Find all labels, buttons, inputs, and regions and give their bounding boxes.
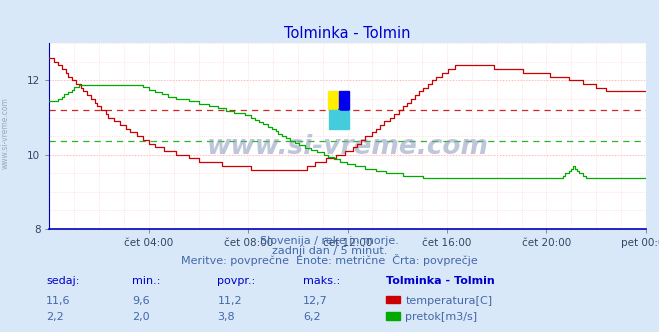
Text: Slovenija / reke in morje.: Slovenija / reke in morje. [260,236,399,246]
Bar [339,92,349,110]
Polygon shape [329,110,339,129]
Text: 2,2: 2,2 [46,312,64,322]
Text: 11,6: 11,6 [46,296,71,306]
Text: 3,8: 3,8 [217,312,235,322]
Text: sedaj:: sedaj: [46,276,80,286]
Text: 2,0: 2,0 [132,312,150,322]
Bar [339,110,349,129]
Bar [329,92,339,110]
Text: temperatura[C]: temperatura[C] [405,296,492,306]
Text: pretok[m3/s]: pretok[m3/s] [405,312,477,322]
Text: maks.:: maks.: [303,276,341,286]
Bar [329,110,339,129]
Polygon shape [329,92,339,110]
Text: www.si-vreme.com: www.si-vreme.com [207,134,488,160]
Text: 12,7: 12,7 [303,296,328,306]
Text: 9,6: 9,6 [132,296,150,306]
Text: www.si-vreme.com: www.si-vreme.com [1,97,10,169]
Text: min.:: min.: [132,276,160,286]
Text: 6,2: 6,2 [303,312,321,322]
Text: Meritve: povprečne  Enote: metrične  Črta: povprečje: Meritve: povprečne Enote: metrične Črta:… [181,254,478,266]
Polygon shape [339,92,349,110]
Text: 11,2: 11,2 [217,296,242,306]
Title: Tolminka - Tolmin: Tolminka - Tolmin [285,26,411,41]
Text: povpr.:: povpr.: [217,276,256,286]
Text: Tolminka - Tolmin: Tolminka - Tolmin [386,276,494,286]
Text: zadnji dan / 5 minut.: zadnji dan / 5 minut. [272,246,387,256]
